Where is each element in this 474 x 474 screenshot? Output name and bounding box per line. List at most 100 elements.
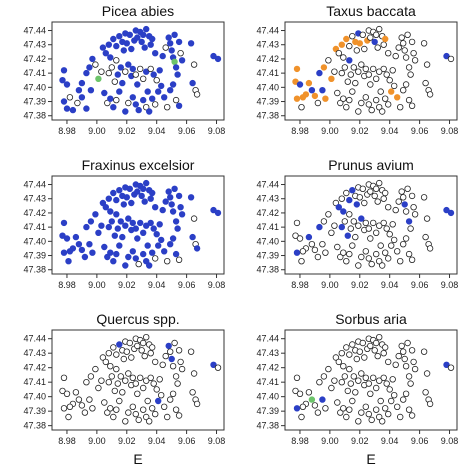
point-absence [402,363,410,370]
point-absence [392,361,399,368]
point-presence [107,95,114,102]
point-absence [83,379,90,386]
point-presence [125,215,132,222]
point-presence [175,38,183,46]
point-presence [150,71,157,78]
y-tick-label: 47.40 [256,82,279,92]
point-presence [113,196,120,204]
point-presence [171,58,178,65]
point-absence [337,409,344,416]
point-absence [386,230,393,238]
point-presence [83,223,90,231]
point-presence [83,105,90,112]
point-absence [349,242,356,249]
point-presence [353,201,360,208]
point-absence [373,250,380,258]
point-absence [400,240,407,248]
point-presence [168,355,175,363]
point-presence [102,50,109,57]
point-presence [187,194,195,201]
x-tick-label: 9.06 [178,436,196,446]
point-absence [410,203,417,211]
point-absence [293,374,301,381]
y-tick-label: 47.38 [256,421,279,431]
point-absence [344,387,351,395]
y-tick-label: 47.44 [256,180,279,190]
point-absence [374,44,381,51]
point-absence [402,81,410,88]
point-absence [367,342,374,350]
x-tick-label: 8.98 [58,280,76,290]
point-presence [101,243,108,251]
point-absence [408,38,416,46]
point-absence [379,418,386,425]
point-absence [377,397,384,405]
point-absence [98,377,105,384]
point-presence [328,75,335,82]
point-absence [89,405,96,412]
point-absence [320,218,328,225]
point-absence [338,379,345,386]
x-tick-label: 9.00 [88,280,106,290]
point-presence [132,101,139,108]
point-absence [355,262,362,269]
point-absence [376,103,383,111]
y-tick-label: 47.41 [23,222,46,232]
point-absence [122,68,129,75]
point-absence [325,365,332,373]
point-absence [148,405,156,412]
point-absence [389,376,396,383]
point-absence [407,225,414,232]
point-absence [380,350,387,357]
point-absence [365,71,372,78]
y-tick-label: 47.38 [23,421,46,431]
x-tick-label: 8.98 [58,436,76,446]
y-tick-label: 47.38 [256,111,279,121]
point-absence [355,377,362,384]
point-absence [177,50,184,57]
point-absence [380,219,387,227]
point-presence [123,40,130,47]
point-presence [156,221,163,228]
point-presence [145,108,153,115]
point-absence [60,374,68,381]
point-presence [87,218,95,225]
point-presence [116,341,123,348]
point-presence [171,31,178,38]
point-presence [296,81,304,88]
point-absence [362,219,369,227]
point-absence [376,68,383,75]
point-presence [107,208,114,215]
point-absence [331,377,338,384]
point-absence [367,390,374,397]
point-presence [139,250,147,258]
point-absence [361,354,368,361]
point-absence [365,410,372,418]
point-absence [343,344,350,351]
point-absence [398,188,405,195]
y-tick-label: 47.43 [23,194,46,204]
point-presence [78,79,86,87]
point-absence [362,374,369,381]
point-absence [344,78,351,85]
y-tick-label: 47.44 [23,334,46,344]
point-absence [144,397,151,405]
point-absence [382,405,389,412]
point-presence [346,57,353,64]
point-presence [135,106,142,114]
point-absence [402,208,410,215]
point-absence [395,352,402,360]
point-presence [65,258,72,265]
point-presence [63,235,71,242]
point-presence [371,38,378,46]
point-absence [426,400,434,408]
point-absence [353,355,360,363]
point-absence [114,380,121,387]
point-absence [343,103,350,111]
point-absence [153,386,160,393]
point-presence [142,68,150,75]
point-absence [163,103,171,111]
point-absence [359,185,366,192]
point-presence [382,35,389,43]
point-presence [316,69,323,77]
